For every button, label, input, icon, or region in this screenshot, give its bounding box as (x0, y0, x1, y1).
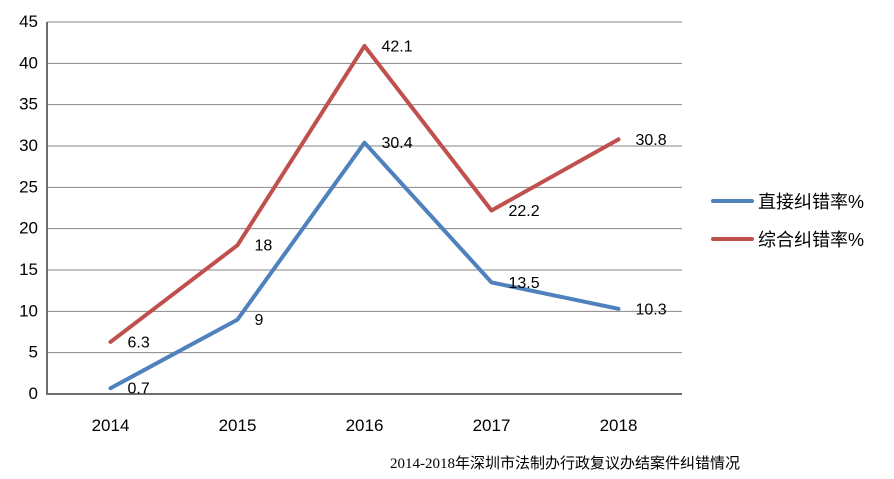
data-label: 9 (255, 312, 264, 329)
data-label: 22.2 (509, 203, 540, 220)
legend-label-direct-rate: 直接纠错率% (758, 192, 865, 212)
data-label: 18 (255, 238, 273, 255)
legend-item-comprehensive-rate: 综合纠错率% (711, 227, 864, 251)
y-tick-label: 45 (19, 12, 38, 31)
legend-label-comprehensive-rate: 综合纠错率% (758, 230, 865, 250)
y-tick-label: 35 (19, 95, 38, 114)
data-label: 10.3 (636, 301, 667, 318)
y-tick-label: 5 (29, 343, 38, 362)
legend-item-direct-rate: 直接纠错率% (711, 189, 864, 213)
legend: 直接纠错率% 综合纠错率% (711, 189, 864, 251)
x-tick-label: 2018 (600, 416, 638, 435)
chart-title: 2014-2018年深圳市法制办行政复议办结案件纠错情况 (390, 456, 740, 472)
x-tick-label: 2016 (346, 416, 384, 435)
y-tick-label: 10 (19, 301, 38, 320)
x-tick-label: 2017 (473, 416, 511, 435)
y-tick-label: 15 (19, 260, 38, 279)
x-tick-label: 2015 (219, 416, 257, 435)
data-label: 30.8 (636, 132, 667, 149)
data-label: 42.1 (382, 38, 413, 55)
series-line-1 (108, 43, 621, 344)
data-label: 30.4 (382, 135, 413, 152)
y-tick-label: 25 (19, 177, 38, 196)
legend-line-swatch-blue (711, 199, 754, 203)
data-label: 0.7 (128, 381, 150, 398)
data-label: 6.3 (128, 334, 150, 351)
series-line-0 (108, 140, 621, 391)
y-tick-label: 40 (19, 53, 38, 72)
y-tick-label: 30 (19, 136, 38, 155)
y-tick-label: 20 (19, 219, 38, 238)
data-label: 13.5 (509, 275, 540, 292)
legend-line-swatch-red (711, 237, 754, 241)
y-tick-label: 0 (29, 384, 38, 403)
x-tick-label: 2014 (92, 416, 130, 435)
